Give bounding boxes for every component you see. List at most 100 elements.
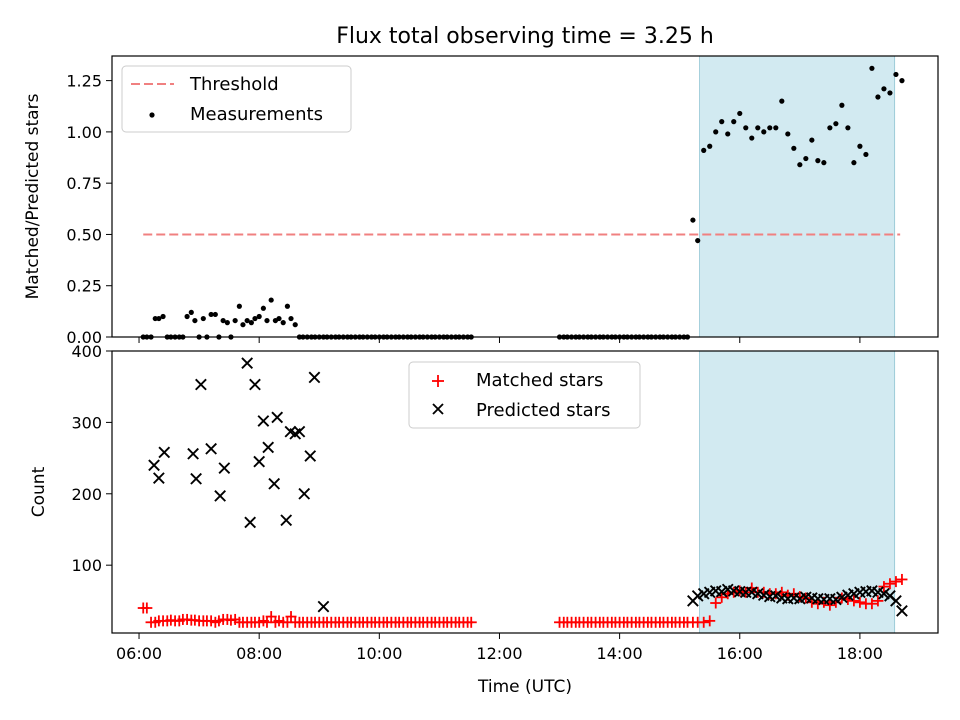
measurement-point: [839, 102, 845, 108]
matched-star-point: [710, 597, 722, 609]
top-legend: Threshold Measurements: [121, 65, 352, 133]
matched-star-point: [141, 602, 153, 614]
matched-stars-series: [137, 573, 908, 628]
measurement-point: [761, 129, 767, 135]
top-x-ticks: [138, 337, 861, 343]
measurement-point: [779, 98, 785, 104]
top-y-tick-label: 0.75: [66, 174, 102, 193]
measurement-point: [260, 305, 266, 311]
measurement-point: [200, 315, 206, 322]
measurements-series: [140, 65, 905, 340]
legend-measurements-swatch: [149, 112, 155, 118]
matched-star-point: [265, 611, 277, 623]
predicted-star-point: [195, 378, 207, 391]
predicted-star-point: [187, 447, 199, 460]
measurement-point: [767, 125, 773, 131]
measurement-point: [815, 158, 821, 164]
measurement-point: [240, 322, 246, 328]
bottom-x-tick-label: 08:00: [236, 644, 282, 663]
measurement-point: [737, 110, 743, 117]
bottom-y-tick-label: 300: [71, 413, 102, 432]
bottom-x-tick-label: 18:00: [837, 644, 883, 663]
top-y-tick-label: 1.00: [66, 123, 102, 142]
predicted-star-point: [271, 411, 284, 424]
top-axes: 0.00 0.25 0.50 0.75 1.00 1.25 Flux total obse…: [23, 24, 939, 347]
predicted-star-point: [241, 357, 254, 370]
bottom-y-ticks: 100 200 300 400: [71, 342, 112, 575]
measurement-point: [869, 65, 875, 71]
measurement-point: [755, 125, 761, 131]
measurement-point: [224, 320, 230, 326]
measurement-point: [719, 119, 725, 125]
top-y-tick-label: 1.25: [66, 72, 102, 91]
predicted-star-point: [152, 472, 165, 484]
matched-star-point: [866, 598, 878, 610]
measurement-point: [248, 320, 254, 326]
legend-measurements-label: Measurements: [190, 104, 323, 125]
measurement-point: [887, 90, 893, 96]
measurement-point: [188, 309, 194, 315]
measurement-point: [827, 125, 833, 131]
measurement-point: [244, 317, 250, 324]
measurement-point: [803, 155, 809, 162]
top-legend-box: [121, 65, 352, 133]
measurement-point: [276, 315, 282, 322]
measurement-point: [845, 125, 851, 131]
top-highlight-span: [699, 55, 896, 338]
predicted-star-point: [190, 472, 202, 485]
measurement-point: [156, 315, 162, 322]
matched-star-point: [854, 596, 866, 608]
matched-star-point: [285, 611, 297, 623]
bottom-legend-box: [408, 361, 641, 429]
measurement-point: [863, 151, 869, 158]
predicted-star-point: [148, 459, 160, 472]
measurement-point: [192, 317, 198, 324]
legend-matched-label: Matched stars: [476, 370, 603, 391]
measurement-point: [893, 71, 899, 78]
legend-predicted-swatch: [432, 403, 444, 415]
predicted-star-point: [280, 514, 293, 527]
measurement-point: [212, 311, 218, 318]
measurement-point: [875, 94, 881, 100]
bottom-x-tick-label: 14:00: [597, 644, 643, 663]
top-axes-frame: [111, 55, 939, 338]
measurement-point: [701, 147, 707, 153]
measurement-point: [749, 135, 755, 141]
predicted-star-point: [308, 371, 321, 384]
predicted-star-point: [293, 425, 306, 438]
matched-star-point: [824, 599, 836, 611]
bottom-y-axis-label: Count: [29, 466, 49, 517]
measurement-point: [236, 303, 242, 309]
bottom-y-tick-label: 200: [71, 485, 102, 504]
chart-title: Flux total observing time = 3.25 h: [336, 24, 714, 49]
matched-star-point: [884, 578, 896, 590]
legend-threshold-label: Threshold: [189, 74, 279, 95]
measurement-point: [690, 217, 696, 223]
measurement-point: [821, 160, 827, 166]
measurement-point: [713, 129, 719, 135]
predicted-star-point: [214, 490, 227, 502]
matched-star-point: [872, 595, 884, 607]
measurement-point: [184, 313, 190, 320]
predicted-stars-series: [148, 357, 908, 617]
predicted-star-point: [262, 441, 275, 454]
matched-star-point: [698, 616, 710, 628]
measurement-point: [833, 121, 839, 127]
predicted-star-point: [244, 516, 257, 529]
bottom-x-ticks: 06:00 08:00 10:00 12:00 14:00 16:00 18:00: [116, 633, 883, 663]
legend-predicted-label: Predicted stars: [476, 400, 610, 421]
predicted-star-point: [253, 455, 266, 468]
bottom-axes-frame: [111, 350, 939, 634]
measurement-point: [280, 320, 286, 326]
measurement-point: [791, 145, 797, 151]
matched-star-point: [716, 591, 728, 603]
measurement-point: [797, 162, 803, 168]
predicted-star-point: [205, 442, 217, 455]
measurement-point: [256, 313, 262, 320]
measurement-point: [152, 315, 158, 322]
matched-star-point: [878, 581, 890, 593]
predicted-star-point: [890, 595, 902, 607]
measurement-point: [160, 313, 166, 320]
